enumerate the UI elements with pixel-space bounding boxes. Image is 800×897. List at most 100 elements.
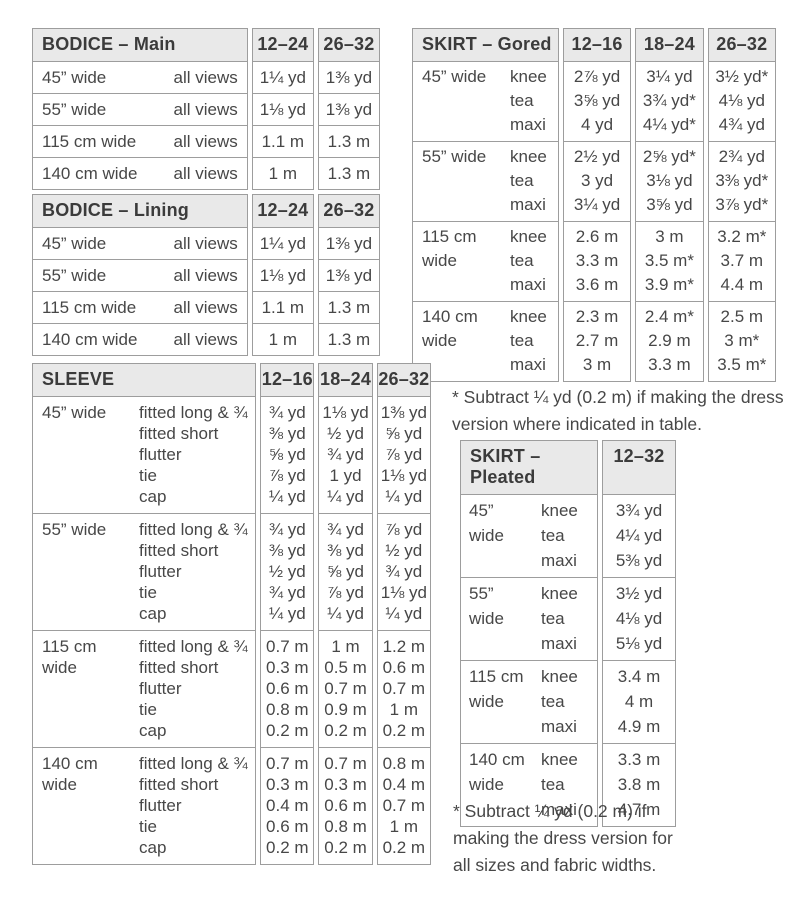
length-label: tea (541, 609, 565, 628)
views-label: all views (173, 298, 238, 317)
yardage-value: 2⅞ yd (573, 67, 621, 86)
fabric-width-label: 115 cm wide (422, 227, 477, 270)
yardage-value: 2.6 m (575, 227, 619, 246)
variant-label: flutter (139, 679, 182, 698)
yardage-value: 3.8 m (617, 775, 661, 794)
yardage-value: 1 m (389, 700, 419, 719)
yardage-value: 3.3 m (575, 251, 619, 270)
yardage-value: ⅜ yd (268, 424, 306, 443)
yardage-value: 2.4 m* (644, 307, 694, 326)
yardage-value: 0.9 m (324, 700, 367, 719)
yardage-value: 3⅜ yd* (715, 171, 769, 190)
label-cell: 115 cm wide all views (32, 126, 248, 158)
yardage-value: 1¼ yd (251, 228, 314, 260)
fabric-width-label: 115 cm wide (469, 667, 524, 711)
yardage-value: 1⅛ yd (322, 403, 369, 422)
yardage-value: 3½ yd (615, 584, 663, 603)
variant-label: fitted long & ¾ (139, 754, 248, 773)
variant-label: flutter (139, 796, 182, 815)
group-label-cell: 55” wide knee tea maxi (460, 578, 598, 661)
length-label: knee (541, 584, 578, 603)
fabric-width-label: 45” wide (42, 403, 107, 422)
yardage-value: 1.3 m (317, 292, 380, 324)
yardage-value: ½ yd (385, 541, 423, 560)
yardage-cell: 2.5 m 3 m* 3.5 m* (707, 302, 776, 382)
sleeve-variant-options: fitted long & ¾ fitted short flutter tie… (139, 402, 248, 507)
variant-label: flutter (139, 445, 182, 464)
yardage-value: 0.8 m (324, 817, 367, 836)
fabric-width-label: 140 cm wide (469, 750, 525, 794)
length-label: tea (541, 775, 565, 794)
yardage-value: 3 m (655, 227, 684, 246)
length-label: knee (510, 307, 547, 326)
yardage-value: 1⅜ yd (317, 228, 380, 260)
yardage-cell: 2½ yd 3 yd 3¼ yd (562, 142, 632, 222)
yardage-value: 0.3 m (266, 775, 309, 794)
yardage-value: ¾ yd (385, 562, 423, 581)
yardage-value: 3¾ yd (615, 501, 663, 520)
length-label: maxi (541, 717, 577, 736)
yardage-value: 3.2 m* (717, 227, 767, 246)
yardage-value: 3 m* (724, 331, 760, 350)
fabric-width-label: 45” wide (469, 501, 504, 545)
yardage-value: 3 yd (580, 171, 614, 190)
fabric-width-group-row: 140 cm wide knee tea maxi 3.3 m 3.8 m 4.… (460, 744, 676, 827)
length-options: knee tea maxi (541, 664, 578, 739)
variant-label: tie (139, 700, 157, 719)
yardage-value: ½ yd (268, 562, 306, 581)
fabric-width-group-row: 115 cm wide knee tea maxi 3.4 m 4 m 4.9 … (460, 661, 676, 744)
group-label-cell: 55” wide fitted long & ¾ fitted short fl… (32, 514, 257, 631)
label-cell: 140 cm wide all views (32, 158, 248, 190)
yardage-value: ⅜ yd (268, 541, 306, 560)
yardage-value: 4¼ yd* (642, 115, 696, 134)
fabric-width-label: 140 cm wide (42, 164, 138, 183)
yardage-value: 4¾ yd (718, 115, 765, 134)
group-label-cell: 115 cm wide knee tea maxi (412, 222, 559, 302)
yardage-value: 2.3 m (575, 307, 619, 326)
fabric-width-label: 140 cm wide (422, 307, 478, 350)
yardage-cell: ⅞ yd ½ yd ¾ yd 1⅛ yd ¼ yd (376, 514, 431, 631)
yardage-value: 0.8 m (266, 700, 309, 719)
yardage-value: 1⅛ yd (380, 466, 427, 485)
yardage-value: ⅝ yd (327, 562, 364, 581)
yardage-value: 3¼ yd (646, 67, 693, 86)
yardage-cell: 2.3 m 2.7 m 3 m (562, 302, 632, 382)
skirt-pleated-table: SKIRT – Pleated 12–32 45” wide knee tea … (456, 440, 680, 827)
yardage-value: 4¼ yd (615, 526, 663, 545)
table-row: 140 cm wide all views 1 m 1.3 m (32, 158, 380, 190)
yardage-value: 3.4 m (617, 667, 661, 686)
yardage-value: 3.3 m (648, 355, 691, 374)
yardage-cell: 2.4 m* 2.9 m 3.3 m (635, 302, 704, 382)
yardage-value: 0.7 m (324, 754, 367, 773)
group-label-cell: 140 cm wide knee tea maxi (460, 744, 598, 827)
yardage-value: 2.5 m (720, 307, 764, 326)
fabric-width-label: 115 cm wide (42, 298, 137, 317)
table-row: 45” wide all views 1¼ yd 1⅜ yd (32, 228, 380, 260)
sleeve-variant-options: fitted long & ¾ fitted short flutter tie… (139, 519, 248, 624)
variant-label: flutter (139, 562, 182, 581)
yardage-value: ⅜ yd (327, 541, 364, 560)
views-label: all views (173, 132, 238, 151)
yardage-value: 0.7 m (266, 754, 309, 773)
fabric-width-group-row: 115 cm wide fitted long & ¾ fitted short… (32, 631, 431, 748)
variant-label: fitted long & ¾ (139, 520, 248, 539)
yardage-value: 0.4 m (266, 796, 309, 815)
fabric-width-group-row: 45” wide fitted long & ¾ fitted short fl… (32, 397, 431, 514)
yardage-value: ¾ yd (327, 520, 364, 539)
length-label: maxi (541, 551, 577, 570)
yardage-cell: 1⅛ yd ½ yd ¾ yd 1 yd ¼ yd (318, 397, 373, 514)
yardage-value: 1 m (331, 637, 360, 656)
length-options: knee tea maxi (541, 581, 578, 656)
yardage-value: 0.2 m (382, 721, 426, 740)
yardage-cell: 0.7 m 0.3 m 0.6 m 0.8 m 0.2 m (318, 748, 373, 865)
fabric-width-group-row: 45” wide knee tea maxi 2⅞ yd 3⅝ yd 4 yd … (412, 62, 776, 142)
yardage-cell: 3½ yd* 4⅛ yd 4¾ yd (707, 62, 776, 142)
variant-label: cap (139, 604, 167, 623)
length-label: maxi (510, 195, 546, 214)
yardage-value: 1 yd (329, 466, 362, 485)
label-cell: 140 cm wide all views (32, 324, 248, 356)
yardage-value: 1 m (389, 817, 419, 836)
fabric-width-label: 55” wide (422, 147, 487, 166)
fabric-width-group-row: 55” wide fitted long & ¾ fitted short fl… (32, 514, 431, 631)
yardage-value: ¼ yd (385, 487, 423, 506)
